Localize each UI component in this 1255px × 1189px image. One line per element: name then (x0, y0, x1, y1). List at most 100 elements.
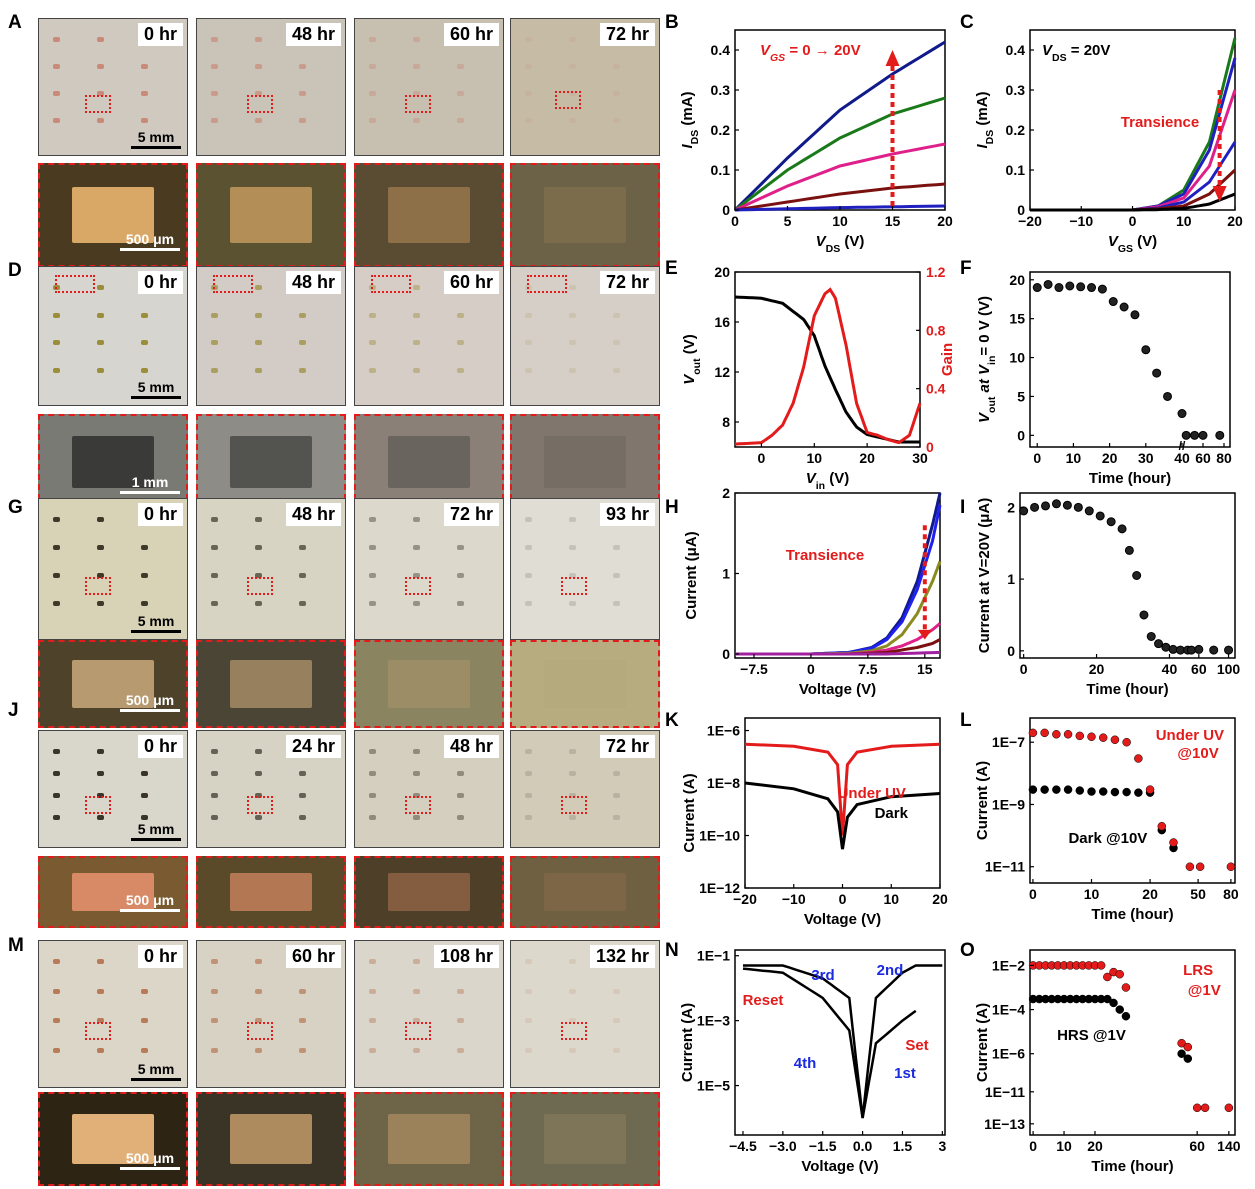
x-tick-label: 20 (1087, 1138, 1103, 1154)
zoom-scale-bar: 500 μm (120, 692, 180, 712)
device-dot (525, 793, 532, 798)
photo-j-2: 48 hr (354, 730, 504, 848)
y-tick-label: 1E−1 (697, 948, 730, 964)
y-tick-label: 1E−11 (985, 1084, 1025, 1100)
lrs-label-2: @1V (1188, 982, 1221, 999)
device-dot (413, 312, 420, 318)
selection-box (405, 95, 431, 113)
x-tick-label: 0 (731, 213, 739, 229)
device-dot (457, 601, 464, 606)
device-dot (525, 340, 532, 345)
x-tick-label: 0 (1029, 1138, 1037, 1154)
zoom-g-2 (354, 640, 504, 728)
x-tick-label: 3 (938, 1138, 946, 1154)
device-dot (53, 1047, 60, 1053)
device-dot (369, 771, 376, 776)
data-point (1054, 283, 1064, 293)
time-label: 60 hr (443, 23, 499, 46)
device-dot (141, 64, 148, 69)
label-part: (V) (1133, 233, 1157, 250)
x-tick-label: 0 (1020, 661, 1028, 677)
device-dot (369, 517, 376, 522)
data-point (1028, 728, 1038, 738)
device-dot (413, 601, 420, 606)
plot-frame (744, 717, 941, 889)
zoom-g-0: 500 μm (38, 640, 188, 728)
device-dot (413, 959, 420, 964)
device-dot (211, 64, 218, 69)
device-dot (613, 573, 620, 578)
data-point (1052, 785, 1061, 794)
device-dot (299, 1018, 306, 1023)
zoom-scale-label: 500 μm (125, 692, 175, 708)
device-dot (369, 749, 376, 754)
selection-box (371, 275, 411, 293)
scale-bar: 5 mm (131, 613, 181, 633)
device-sketch (544, 436, 626, 488)
time-label: 24 hr (285, 735, 341, 758)
y-tick-label: 20 (1009, 272, 1025, 288)
x-tick-label: 60 (1189, 1138, 1205, 1154)
data-point (1117, 524, 1127, 534)
device-dot (613, 118, 620, 123)
photo-d-0: 0 hr 5 mm (38, 266, 188, 406)
device-dot (369, 118, 376, 123)
device-dot (369, 601, 376, 606)
device-dot (569, 793, 576, 798)
data-point (1098, 733, 1108, 742)
series-line-1 (743, 964, 943, 1119)
zoom-scale-bar: 500 μm (120, 892, 180, 912)
photo-j-1: 24 hr (196, 730, 346, 848)
data-point (1198, 430, 1208, 440)
data-point (1075, 786, 1085, 795)
device-dot (141, 1018, 148, 1023)
vout-line (734, 295, 920, 444)
device-dot (211, 959, 218, 964)
y2-axis-label: Gain (939, 343, 956, 376)
selection-box (405, 1022, 431, 1040)
plot-frame (734, 271, 921, 448)
time-label: 93 hr (599, 503, 655, 526)
selection-box (85, 577, 111, 595)
device-dot (299, 340, 306, 345)
device-dot (211, 118, 218, 123)
x-tick-label: −7.5 (740, 661, 768, 677)
y-tick-label: 0.3 (1006, 82, 1026, 98)
data-point (1177, 1049, 1186, 1058)
y-axis-label: IDS (mA) (679, 91, 701, 148)
device-dot (211, 749, 218, 754)
y-axis-label: Current (A) (679, 1003, 696, 1082)
data-point (1096, 961, 1106, 970)
x-tick-label: 0 (839, 891, 847, 907)
device-dot (97, 312, 104, 318)
panel-label-b: B (665, 12, 679, 33)
zoom-scale-line (120, 248, 180, 251)
data-point (1019, 506, 1029, 516)
device-dot (211, 601, 218, 606)
x-tick-label: 100 (1217, 661, 1241, 677)
y-tick-label: 1E−5 (697, 1078, 730, 1094)
data-point (1030, 502, 1040, 512)
data-point (1063, 730, 1073, 739)
data-point (1168, 644, 1178, 654)
device-dot (569, 517, 576, 522)
vgs-annotation: VGS = 0 → 20V (760, 42, 861, 64)
selection-box (561, 1022, 587, 1040)
data-point (1130, 310, 1140, 320)
zoom-j-1 (196, 856, 346, 928)
device-dot (97, 91, 104, 96)
plot-frame (1029, 717, 1236, 884)
device-dot (525, 959, 532, 964)
y-tick-label: 1E−4 (992, 1002, 1025, 1018)
device-dot (97, 285, 104, 290)
device-sketch (388, 660, 470, 708)
plot-frame (734, 949, 946, 1136)
label-part: V (1108, 233, 1120, 250)
data-point (1087, 283, 1097, 293)
device-dot (255, 64, 262, 69)
data-point (1076, 282, 1086, 292)
zoom-m-0: 500 μm (38, 1092, 188, 1186)
y-tick-label: 8 (722, 414, 730, 430)
photo-a-1: 48 hr (196, 18, 346, 156)
scale-bar-line (131, 630, 181, 633)
